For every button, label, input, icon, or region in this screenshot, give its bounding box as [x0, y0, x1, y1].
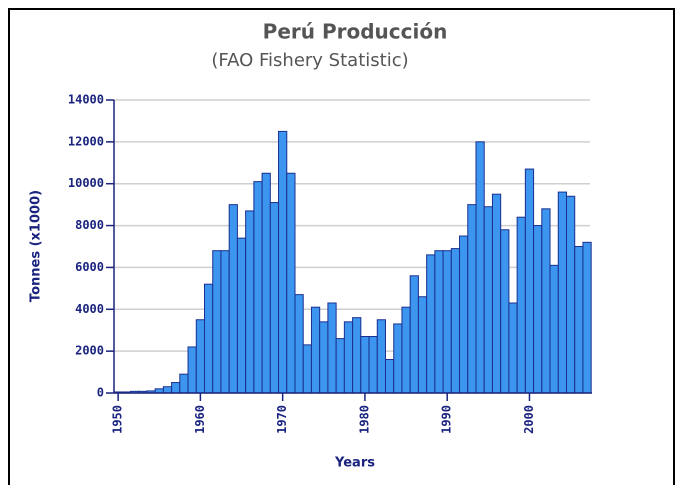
x-axis-label: Years: [334, 456, 375, 471]
bar: [286, 172, 296, 394]
bar: [549, 264, 559, 394]
bar: [212, 250, 222, 394]
bar: [533, 225, 543, 394]
bar: [236, 237, 247, 394]
bar: [187, 346, 197, 394]
bar: [557, 191, 567, 394]
chart-subtitle: (FAO Fishery Statistic): [211, 50, 408, 71]
bar: [574, 246, 584, 394]
bar: [310, 306, 321, 394]
bar: [508, 302, 518, 394]
y-tick-label: 4000: [75, 302, 104, 316]
bar: [524, 168, 535, 394]
bar: [179, 373, 189, 394]
bar: [434, 250, 444, 394]
bar: [319, 321, 329, 394]
x-tick-label: 1990: [440, 405, 454, 434]
bar: [195, 319, 205, 394]
x-tick-label: 2000: [522, 405, 536, 434]
bar: [302, 344, 312, 394]
bar: [327, 302, 337, 394]
y-tick-label: 6000: [75, 260, 104, 274]
y-tick-label: 14000: [68, 93, 104, 107]
bar: [294, 294, 304, 394]
bar: [467, 204, 477, 394]
y-axis-label: Tonnes (x1000): [29, 190, 44, 302]
bar: [500, 229, 510, 394]
bar: [278, 130, 288, 394]
bar: [491, 193, 502, 394]
bar: [582, 241, 592, 394]
y-tick-label: 8000: [75, 218, 104, 232]
bar: [541, 208, 551, 394]
y-tick-label: 2000: [75, 344, 104, 358]
x-tick-label: 1960: [193, 405, 207, 434]
bar: [483, 206, 493, 394]
bar: [565, 195, 576, 394]
bar: [261, 172, 271, 394]
bar: [417, 296, 428, 394]
bar: [376, 319, 386, 394]
y-tick-label: 10000: [68, 176, 104, 190]
bar: [220, 250, 230, 394]
bar: [426, 254, 436, 394]
y-tick-label: 12000: [68, 134, 104, 148]
bar: [171, 382, 181, 394]
bar: [343, 321, 354, 394]
bar: [475, 141, 485, 394]
bar: [516, 216, 526, 394]
chart-title: Perú Producción: [263, 20, 448, 44]
bar: [253, 181, 263, 394]
bar: [459, 235, 469, 394]
bar: [401, 306, 411, 394]
bar: [393, 323, 403, 394]
bar: [335, 338, 345, 394]
bar: [203, 283, 214, 394]
y-tick-label: 0: [97, 386, 104, 400]
bar: [269, 202, 280, 394]
bar: [384, 359, 395, 394]
bar: [162, 386, 173, 394]
bar: [409, 275, 419, 394]
bar: [450, 248, 461, 394]
x-tick-label: 1980: [357, 405, 371, 434]
bar: [368, 335, 378, 394]
bar: [228, 204, 238, 394]
bar: [352, 317, 362, 394]
x-tick-label: 1950: [111, 405, 125, 434]
bar: [360, 335, 370, 394]
bar: [245, 210, 255, 394]
x-tick-label: 1970: [275, 405, 289, 434]
bar: [442, 250, 452, 394]
